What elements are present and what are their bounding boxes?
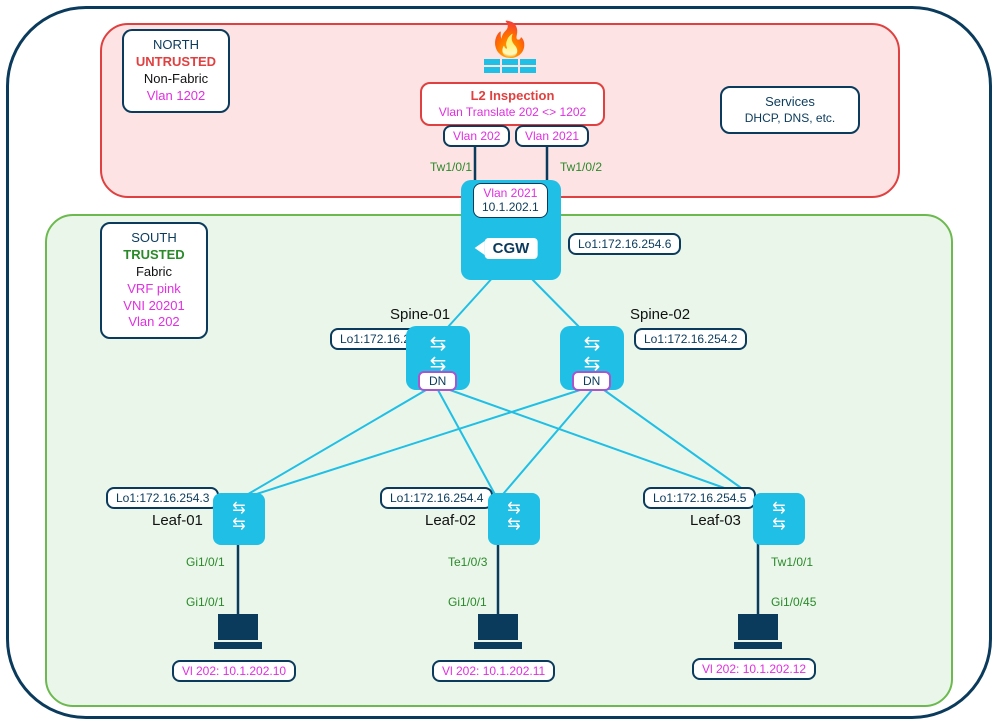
services-l1: Services	[732, 94, 848, 111]
spine1-dn: DN	[418, 371, 457, 391]
leaf3-hostvlan: Vl 202: 10.1.202.12	[692, 658, 816, 680]
services-l2: DHCP, DNS, etc.	[732, 111, 848, 127]
north-l1: NORTH	[134, 37, 218, 54]
inspection-box: L2 Inspection Vlan Translate 202 <> 1202	[420, 82, 605, 126]
leaf1-host	[214, 614, 262, 650]
spine2-label: Spine-02	[630, 306, 690, 323]
north-l4: Vlan 1202	[134, 88, 218, 105]
leaf2-lo: Lo1:172.16.254.4	[380, 487, 493, 509]
leaf2-switch: ⇆⇆	[488, 493, 540, 545]
south-legend: SOUTH TRUSTED Fabric VRF pink VNI 20201 …	[100, 222, 208, 339]
leaf3-hostport: Gi1/0/45	[771, 595, 816, 609]
leaf1-switch: ⇆⇆	[213, 493, 265, 545]
leaf3-lo: Lo1:172.16.254.5	[643, 487, 756, 509]
north-l2: UNTRUSTED	[134, 54, 218, 71]
spine2-dn: DN	[572, 371, 611, 391]
north-legend: NORTH UNTRUSTED Non-Fabric Vlan 1202	[122, 29, 230, 113]
leaf3-switch: ⇆⇆	[753, 493, 805, 545]
spine2-lo: Lo1:172.16.254.2	[634, 328, 747, 350]
south-l3: Fabric	[112, 264, 196, 281]
services-box: Services DHCP, DNS, etc.	[720, 86, 860, 134]
cgw-lo: Lo1:172.16.254.6	[568, 233, 681, 255]
cgw-port-left: Tw1/0/1	[430, 160, 472, 174]
cgw-badge: CGW	[485, 238, 538, 259]
inspection-l1: L2 Inspection	[432, 88, 593, 105]
cgw-vlan-ip: Vlan 2021 10.1.202.1	[473, 183, 548, 218]
south-l6: Vlan 202	[112, 314, 196, 331]
inspection-l2: Vlan Translate 202 <> 1202	[432, 105, 593, 121]
leaf3-upport: Tw1/0/1	[771, 555, 813, 569]
leaf2-upport: Te1/0/3	[448, 555, 487, 569]
vlan-right: Vlan 2021	[515, 125, 589, 147]
leaf2-hostport: Gi1/0/1	[448, 595, 487, 609]
leaf2-host	[474, 614, 522, 650]
vlan-left: Vlan 202	[443, 125, 510, 147]
leaf2-hostvlan: Vl 202: 10.1.202.11	[432, 660, 555, 682]
leaf3-label: Leaf-03	[690, 512, 741, 529]
spine1-label: Spine-01	[390, 306, 450, 323]
south-l2: TRUSTED	[112, 247, 196, 264]
south-l4: VRF pink	[112, 281, 196, 298]
leaf1-label: Leaf-01	[152, 512, 203, 529]
leaf1-hostport: Gi1/0/1	[186, 595, 225, 609]
south-l1: SOUTH	[112, 230, 196, 247]
south-l5: VNI 20201	[112, 298, 196, 315]
cgw-vlan: Vlan 2021	[482, 186, 539, 200]
north-l3: Non-Fabric	[134, 71, 218, 88]
cgw-port-right: Tw1/0/2	[560, 160, 602, 174]
cgw-ip: 10.1.202.1	[482, 200, 539, 214]
leaf1-lo: Lo1:172.16.254.3	[106, 487, 219, 509]
leaf1-hostvlan: Vl 202: 10.1.202.10	[172, 660, 296, 682]
leaf3-host	[734, 614, 782, 650]
leaf2-label: Leaf-02	[425, 512, 476, 529]
firewall-icon: 🔥	[480, 23, 540, 81]
leaf1-upport: Gi1/0/1	[186, 555, 225, 569]
